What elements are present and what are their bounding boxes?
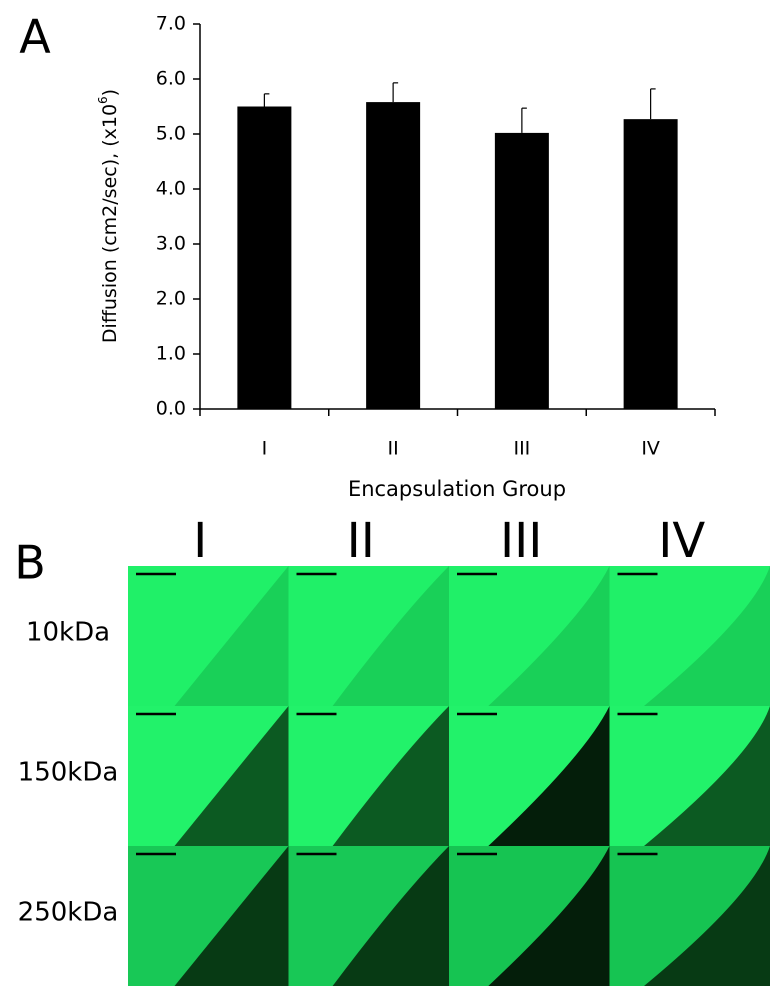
- row-label: 250kDa: [18, 898, 119, 928]
- x-tick-label: III: [513, 438, 530, 460]
- row-label: 150kDa: [18, 758, 119, 788]
- gel-region: [332, 566, 449, 706]
- x-axis-label: Encapsulation Group: [348, 477, 566, 501]
- y-tick-label: 0.0: [156, 398, 186, 420]
- bar: [494, 132, 549, 409]
- gel-region: [174, 566, 289, 706]
- column-label: I: [193, 513, 207, 569]
- gel-region: [488, 846, 610, 986]
- gel-region: [332, 846, 449, 986]
- gel-region: [488, 566, 610, 706]
- gel-region: [488, 706, 610, 846]
- column-label: II: [347, 513, 375, 569]
- x-tick-label: IV: [641, 438, 660, 460]
- y-tick-label: 2.0: [156, 288, 186, 310]
- y-axis-label-text: Diffusion (cm2/sec), (x10: [99, 104, 121, 343]
- gel-region: [644, 566, 770, 706]
- y-axis-label: Diffusion (cm2/sec), (x106): [96, 89, 121, 343]
- y-tick-label: 7.0: [156, 13, 186, 35]
- column-label: IV: [658, 513, 705, 569]
- column-label: III: [500, 513, 542, 569]
- gel-region: [332, 706, 449, 846]
- y-axis-label-text: ): [99, 89, 121, 96]
- panel-label: B: [14, 536, 46, 590]
- bar: [623, 119, 678, 410]
- x-tick-label: I: [262, 438, 268, 460]
- x-tick-label: II: [388, 438, 399, 460]
- panel-label: A: [19, 10, 51, 64]
- gel-region: [174, 846, 289, 986]
- bar: [366, 102, 421, 409]
- gel-region: [644, 706, 770, 846]
- y-tick-label: 5.0: [156, 123, 186, 145]
- y-tick-label: 3.0: [156, 233, 186, 255]
- y-axis-label-sup: 6: [96, 96, 110, 104]
- y-tick-label: 4.0: [156, 178, 186, 200]
- gel-region: [644, 846, 770, 986]
- y-tick-label: 6.0: [156, 68, 186, 90]
- bar: [237, 106, 292, 409]
- y-tick-label: 1.0: [156, 343, 186, 365]
- gel-region: [174, 706, 289, 846]
- row-label: 10kDa: [26, 618, 110, 648]
